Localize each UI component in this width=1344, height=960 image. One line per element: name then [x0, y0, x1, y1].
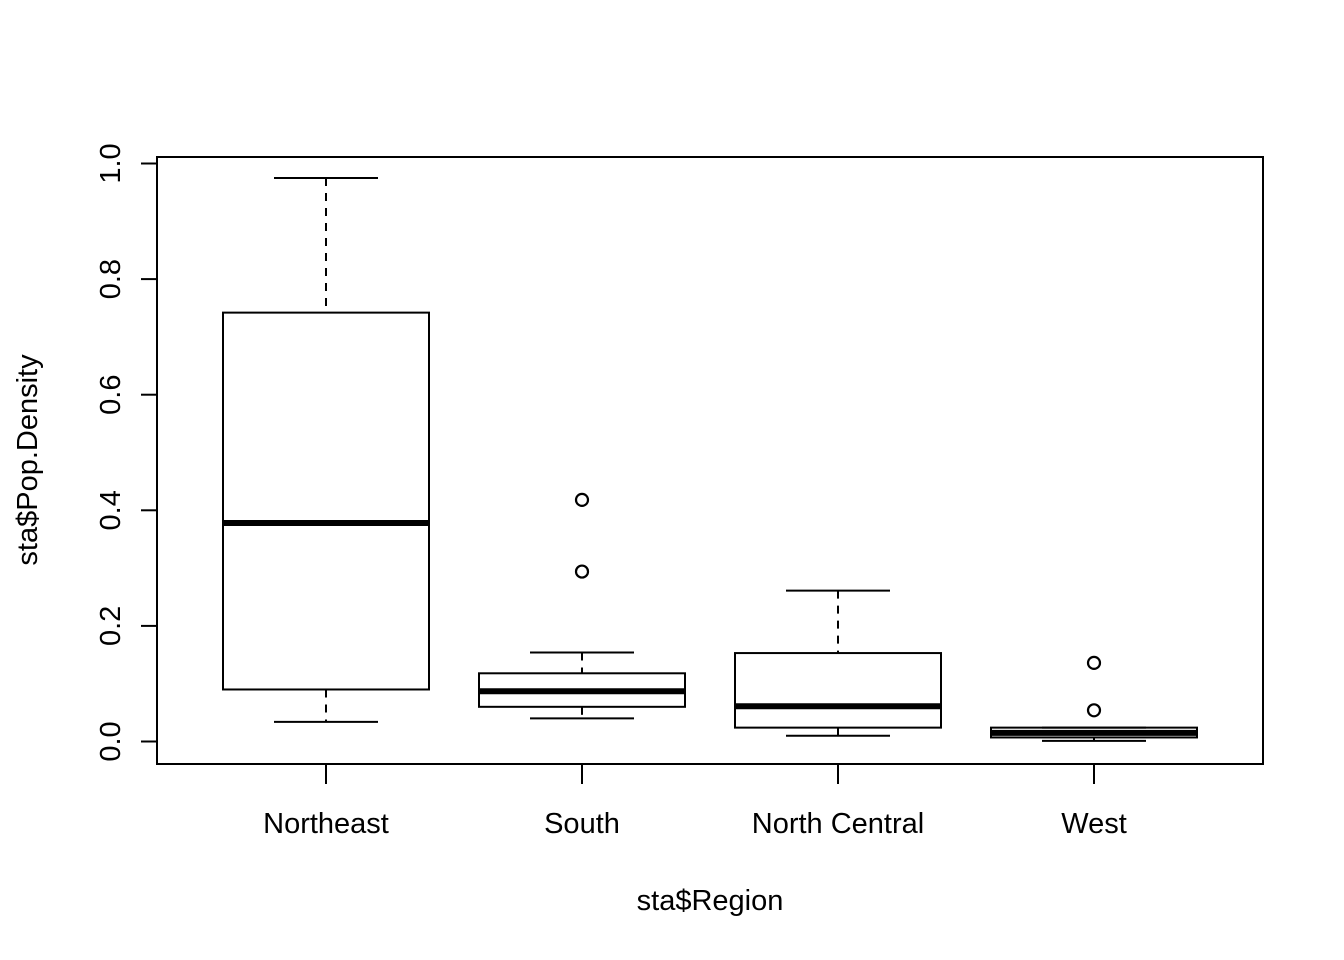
y-tick-label: 0.4 [95, 490, 127, 530]
x-tick-label: North Central [752, 808, 924, 840]
y-tick-label: 0.0 [95, 721, 127, 761]
outlier-point [574, 564, 590, 579]
boxes-group [222, 176, 1198, 742]
outlier-point [1086, 655, 1102, 670]
x-axis: Northeast South North Central West [263, 764, 1127, 840]
outlier-point [574, 492, 590, 507]
box-south [478, 492, 686, 720]
box-west [990, 655, 1198, 742]
box-iqr [222, 311, 430, 691]
plot-frame [156, 156, 1264, 765]
y-tick-label: 0.8 [95, 259, 127, 299]
x-tick-label: South [544, 808, 620, 840]
y-tick-label: 0.2 [95, 606, 127, 646]
y-tick-label: 1.0 [95, 143, 127, 183]
y-axis-label: sta$Pop.Density [12, 354, 44, 566]
y-tick-label: 0.6 [95, 375, 127, 415]
x-tick-label: Northeast [263, 808, 389, 840]
y-axis: 0.0 0.2 0.4 0.6 0.8 1.0 [95, 143, 158, 762]
box-iqr [734, 652, 942, 729]
x-tick-label: West [1061, 808, 1127, 840]
x-axis-label: sta$Region [637, 885, 784, 917]
box-north-central [734, 589, 942, 737]
outlier-point [1086, 703, 1102, 718]
box-northeast [222, 176, 430, 723]
